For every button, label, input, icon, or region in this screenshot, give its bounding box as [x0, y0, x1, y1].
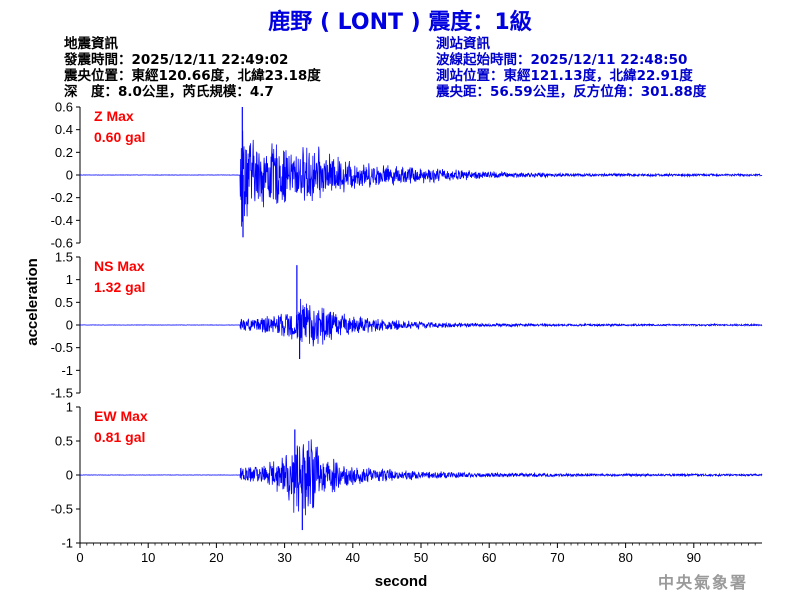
x-tick-label: 10	[141, 550, 155, 565]
y-tick-label: -0.2	[51, 190, 73, 205]
component-label: EW Max	[94, 408, 148, 424]
chart-title: 鹿野 ( LONT ) 震度：1級	[268, 10, 532, 35]
station-info-heading: 測站資訊	[436, 36, 490, 52]
y-tick-label: 0.6	[55, 100, 73, 115]
x-tick-label: 50	[414, 550, 428, 565]
wave-start-time: 波線起始時間：2025/12/11 22:48:50	[436, 52, 688, 68]
waveform-trace	[79, 130, 763, 227]
y-tick-label: -0.4	[51, 213, 73, 228]
panel-2: -1 -0.5 0 0.5 1 EW Max 0.81 gal	[51, 400, 763, 551]
waveform-trace	[79, 439, 763, 516]
max-value-label: 0.81 gal	[94, 429, 145, 445]
component-label: NS Max	[94, 258, 145, 274]
y-tick-label: -1	[61, 363, 73, 378]
y-tick-label: 0	[66, 318, 73, 333]
y-tick-label: 0.4	[55, 122, 73, 137]
x-tick-label: 0	[76, 550, 83, 565]
depth-magnitude: 深 度：8.0公里，芮氏規模：4.7	[64, 84, 274, 100]
x-tick-label: 80	[618, 550, 632, 565]
x-tick-label: 20	[209, 550, 223, 565]
y-tick-label: 1	[66, 272, 73, 287]
component-label: Z Max	[94, 108, 134, 124]
y-tick-label: -1	[61, 536, 73, 551]
x-tick-label: 60	[482, 550, 496, 565]
waveform-trace	[79, 298, 763, 347]
origin-time: 發震時間：2025/12/11 22:49:02	[64, 52, 289, 68]
earthquake-info-heading: 地震資訊	[64, 36, 118, 52]
y-tick-label: -0.5	[51, 340, 73, 355]
y-axis-label: acceleration	[24, 258, 41, 346]
panel-1: -1.5 -1 -0.5 0 0.5 1 1.5 NS Max 1.32 gal	[51, 250, 763, 401]
max-value-label: 0.60 gal	[94, 129, 145, 145]
epicentral-distance: 震央距：56.59公里，反方位角：301.88度	[436, 84, 707, 100]
y-tick-label: 1	[66, 400, 73, 415]
y-tick-label: 0	[66, 168, 73, 183]
station-info: 測站資訊 波線起始時間：2025/12/11 22:48:50 測站位置：東經1…	[436, 36, 706, 100]
y-tick-label: -1.5	[51, 386, 73, 401]
x-tick-label: 70	[550, 550, 564, 565]
x-axis-label: second	[375, 573, 428, 590]
station-location: 測站位置：東經121.13度，北緯22.91度	[436, 68, 693, 84]
y-tick-label: 0	[66, 468, 73, 483]
y-tick-label: -0.5	[51, 502, 73, 517]
panel-0: -0.6 -0.4 -0.2 0 0.2 0.4 0.6 Z Max 0.60 gal	[51, 100, 763, 251]
y-tick-label: 1.5	[55, 250, 73, 265]
y-tick-label: 0.2	[55, 145, 73, 160]
x-tick-label: 40	[346, 550, 360, 565]
y-tick-label: -0.6	[51, 236, 73, 251]
x-tick-label: 30	[277, 550, 291, 565]
agency-watermark: 中央氣象署	[657, 573, 748, 592]
y-tick-label: 0.5	[55, 434, 73, 449]
max-value-label: 1.32 gal	[94, 279, 145, 295]
earthquake-info: 地震資訊 發震時間：2025/12/11 22:49:02 震央位置：東經120…	[64, 36, 321, 100]
y-tick-label: 0.5	[55, 295, 73, 310]
epicenter-location: 震央位置：東經120.66度，北緯23.18度	[64, 68, 321, 84]
x-tick-label: 90	[687, 550, 701, 565]
